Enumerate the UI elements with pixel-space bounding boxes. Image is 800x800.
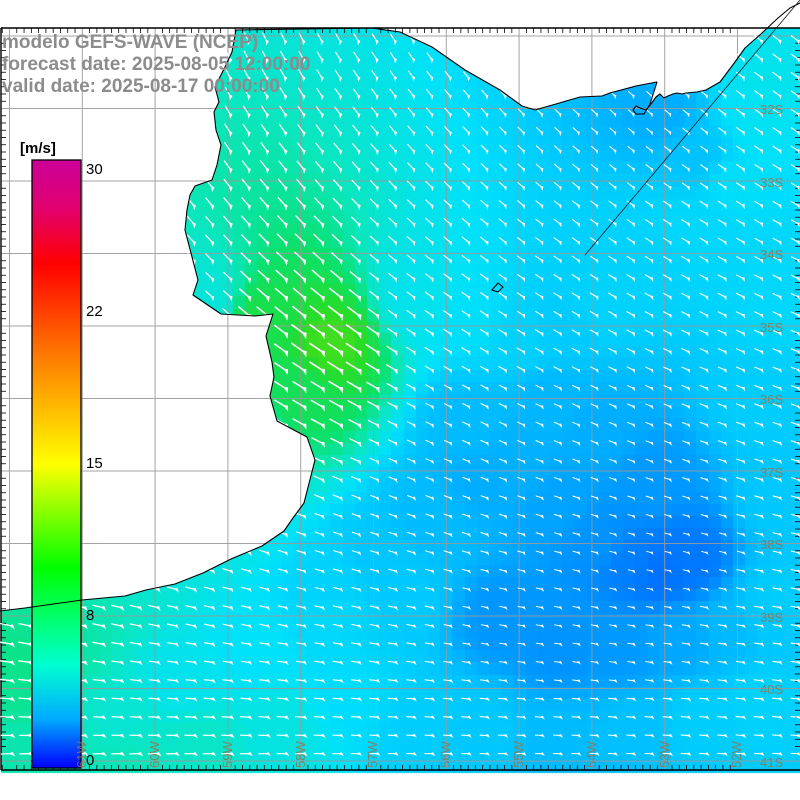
svg-text:56W: 56W (438, 741, 453, 768)
svg-text:36S: 36S (760, 392, 783, 407)
svg-text:valid date: 2025-08-17 00:00:0: valid date: 2025-08-17 00:00:00 (2, 76, 280, 97)
svg-text:52W: 52W (729, 741, 744, 768)
svg-text:[m/s]: [m/s] (20, 140, 56, 157)
svg-text:32S: 32S (760, 102, 783, 117)
svg-text:22: 22 (86, 303, 103, 320)
svg-text:forecast date: 2025-08-05 12:0: forecast date: 2025-08-05 12:00:00 (2, 54, 310, 75)
svg-text:modelo GEFS-WAVE (NCEP): modelo GEFS-WAVE (NCEP) (2, 32, 258, 53)
svg-text:38S: 38S (760, 537, 783, 552)
svg-text:60W: 60W (147, 741, 162, 768)
svg-text:58W: 58W (293, 741, 308, 768)
svg-text:30: 30 (86, 161, 103, 178)
svg-text:8: 8 (86, 607, 94, 624)
svg-text:33S: 33S (760, 175, 783, 190)
svg-text:41S: 41S (760, 755, 783, 770)
svg-text:54W: 54W (584, 741, 599, 768)
svg-text:37S: 37S (760, 465, 783, 480)
svg-text:35S: 35S (760, 320, 783, 335)
svg-text:57W: 57W (365, 741, 380, 768)
svg-text:39S: 39S (760, 610, 783, 625)
svg-text:61W: 61W (74, 741, 89, 768)
svg-text:55W: 55W (511, 741, 526, 768)
svg-text:59W: 59W (220, 741, 235, 768)
svg-text:34S: 34S (760, 247, 783, 262)
svg-text:53W: 53W (657, 741, 672, 768)
svg-text:40S: 40S (760, 682, 783, 697)
svg-text:15: 15 (86, 455, 103, 472)
